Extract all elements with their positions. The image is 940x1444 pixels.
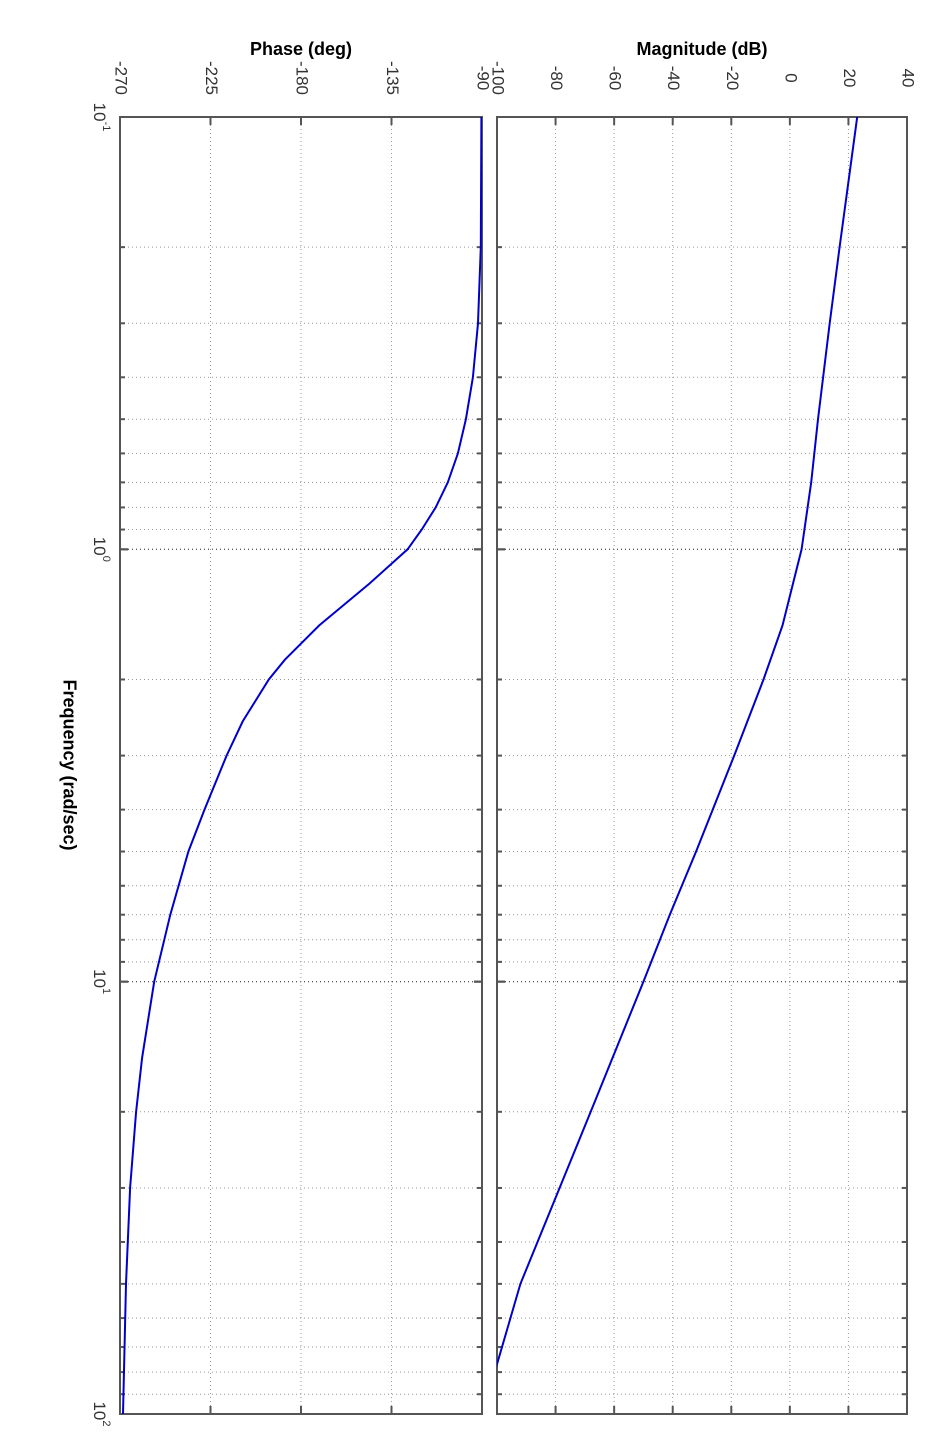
mag-axis-title: Magnitude (dB) bbox=[637, 39, 768, 59]
freq-tick-label-exponent: 0 bbox=[100, 556, 112, 562]
freq-tick-label-base: 10 bbox=[90, 537, 109, 556]
freq-tick-label-exponent: 2 bbox=[100, 1420, 112, 1426]
freq-tick-label: 10-1 bbox=[90, 103, 113, 132]
phase-value-tick-label: -225 bbox=[202, 61, 221, 95]
phase-axes-frame bbox=[119, 116, 483, 1415]
mag-value-tick-label: -40 bbox=[664, 66, 683, 91]
mag-value-tick-label: 20 bbox=[840, 69, 859, 88]
frequency-axis-title: Frequency (rad/sec) bbox=[59, 679, 79, 850]
freq-tick-label: 100 bbox=[90, 537, 113, 562]
phase-value-tick-label: -180 bbox=[293, 61, 312, 95]
freq-tick-label-base: 10 bbox=[90, 1401, 109, 1420]
phase-value-tick-label: -270 bbox=[112, 61, 131, 95]
mag-value-tick-label: 40 bbox=[899, 69, 918, 88]
freq-tick-label: 102 bbox=[90, 1401, 113, 1426]
mag-response-line bbox=[497, 117, 859, 1368]
mag-value-tick-label: 0 bbox=[781, 73, 800, 82]
magnitude-panel: -100 -80 -60 -40 -20 0 20 40 Magnitude (dB) bbox=[489, 39, 918, 1415]
mag-axes-frame bbox=[496, 116, 908, 1415]
phase-axis-title: Phase (deg) bbox=[250, 39, 352, 59]
freq-tick-label-exponent: -1 bbox=[100, 122, 112, 132]
freq-tick-label-base: 10 bbox=[90, 103, 109, 122]
mag-value-tick-label: -20 bbox=[723, 66, 742, 91]
phase-value-tick-label: -90 bbox=[474, 66, 493, 91]
freq-tick-label-exponent: 1 bbox=[100, 988, 112, 994]
mag-value-tick-label: -80 bbox=[547, 66, 566, 91]
freq-tick-label-base: 10 bbox=[90, 969, 109, 988]
freq-tick-label: 101 bbox=[90, 969, 113, 994]
mag-value-tick-label: -60 bbox=[606, 66, 625, 91]
phase-panel: -270 -225 -180 -135 -90 Phase (deg) bbox=[112, 39, 493, 1415]
phase-value-tick-label: -135 bbox=[383, 61, 402, 95]
phase-response-line bbox=[122, 117, 482, 1414]
mag-value-tick-label: -100 bbox=[489, 61, 508, 95]
